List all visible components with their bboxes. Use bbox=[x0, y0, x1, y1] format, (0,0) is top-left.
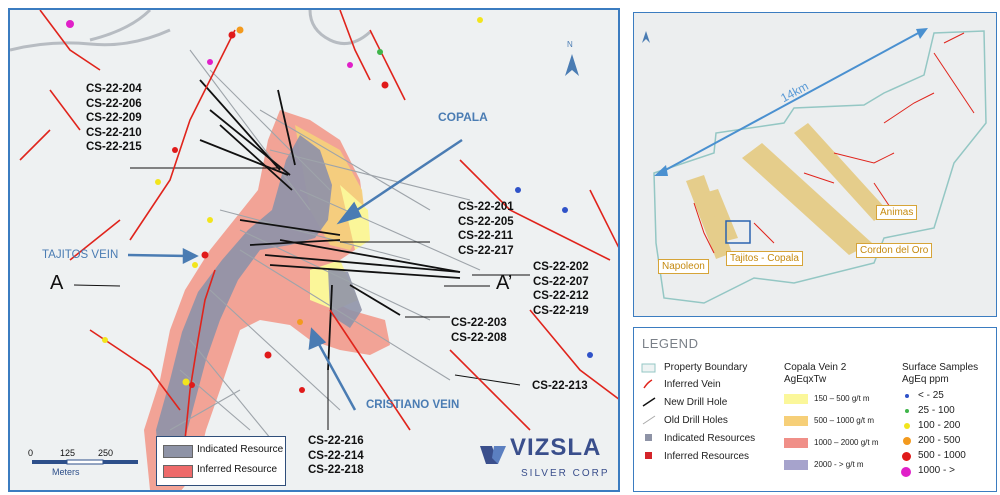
legend-symbols bbox=[641, 363, 656, 459]
drill-label: CS-22-216 bbox=[308, 435, 364, 447]
drill-label: CS-22-205 bbox=[458, 215, 514, 228]
legend-inferred-vein: Inferred Vein bbox=[664, 379, 721, 390]
tajitos-vein-label: TAJITOS VEIN bbox=[42, 249, 119, 261]
vein-header: Copala Vein 2 AgEqxTw bbox=[784, 362, 846, 386]
legend-old-drill-holes: Old Drill Holes bbox=[664, 415, 728, 426]
inferred-veins bbox=[19, 10, 618, 441]
vein-swatch-2 bbox=[784, 416, 808, 426]
inset-north-icon bbox=[642, 31, 650, 43]
inferred-swatch bbox=[163, 465, 193, 478]
drill-label: CS-22-211 bbox=[458, 230, 513, 242]
north-arrow-icon bbox=[565, 54, 579, 76]
drill-group-6: CS-22-216 CS-22-214 CS-22-218 bbox=[308, 434, 364, 478]
main-map: CS-22-204 CS-22-206 CS-22-209 CS-22-210 … bbox=[8, 8, 620, 492]
vein-header-line: Copala Vein 2 bbox=[784, 362, 847, 373]
drill-label: CS-22-212 bbox=[533, 290, 589, 302]
section-a-prime-label: A’ bbox=[496, 272, 513, 294]
legend-property-boundary: Property Boundary bbox=[664, 362, 748, 373]
zone-tajitos-copala: Tajitos - Copala bbox=[726, 251, 803, 266]
inset-map: 14km Napoleon Tajitos - Copala Animas Co… bbox=[633, 12, 997, 317]
sample-dot-1 bbox=[905, 394, 909, 398]
scale-tick-250: 250 bbox=[98, 448, 114, 458]
main-map-graphics bbox=[10, 10, 618, 490]
drill-group-3: CS-22-202 CS-22-207 CS-22-212 CS-22-219 bbox=[533, 260, 589, 318]
drill-label: CS-22-213 bbox=[532, 380, 588, 392]
sample-class-6: 1000 - > bbox=[918, 465, 955, 476]
drill-label: CS-22-204 bbox=[86, 83, 142, 95]
drill-label: CS-22-202 bbox=[533, 261, 589, 273]
new-drill-holes bbox=[199, 79, 461, 371]
focus-box bbox=[725, 220, 751, 244]
drill-label: CS-22-206 bbox=[86, 97, 142, 110]
section-a-label: A bbox=[50, 272, 64, 294]
indicated-label: Indicated Resource bbox=[197, 444, 284, 455]
vein-swatch-4 bbox=[784, 460, 808, 470]
copala-label: COPALA bbox=[438, 110, 488, 124]
sample-class-1: < - 25 bbox=[918, 390, 944, 401]
vein-class-4: 2000 - > g/t m bbox=[814, 460, 864, 469]
surface-samples bbox=[66, 17, 593, 393]
sample-dot-4 bbox=[903, 437, 911, 445]
legend-inferred-resources: Inferred Resources bbox=[664, 451, 750, 462]
vein-class-2: 500 – 1000 g/t m bbox=[814, 416, 875, 425]
zone-napoleon: Napoleon bbox=[658, 259, 709, 274]
drill-group-1: CS-22-204 CS-22-206 CS-22-209 CS-22-210 … bbox=[86, 82, 142, 155]
logo-name: VIZSLA bbox=[510, 434, 602, 461]
indicated-swatch bbox=[163, 445, 193, 458]
vein-swatch-3 bbox=[784, 438, 808, 448]
legend-title: LEGEND bbox=[642, 336, 699, 351]
zone-cordon-del-oro: Cordon del Oro bbox=[856, 243, 933, 258]
drill-label: CS-22-218 bbox=[308, 464, 364, 476]
inferred-label: Inferred Resource bbox=[197, 464, 278, 475]
legend-panel: LEGEND Property Boundary Inferred Vein N… bbox=[633, 327, 997, 492]
zone-animas: Animas bbox=[876, 205, 918, 220]
legend-new-drill-hole: New Drill Hole bbox=[664, 397, 728, 408]
drill-label: CS-22-201 bbox=[458, 201, 514, 213]
vein-class-1: 150 – 500 g/t m bbox=[814, 394, 870, 403]
vein-swatch-1 bbox=[784, 394, 808, 404]
vein-header-line: AgEqxTw bbox=[784, 374, 827, 385]
drill-group-5: CS-22-213 bbox=[532, 379, 588, 394]
legend-indicated-resources: Indicated Resources bbox=[664, 433, 756, 444]
property-boundary bbox=[653, 30, 987, 304]
drill-label: CS-22-208 bbox=[451, 331, 507, 344]
drill-label: CS-22-219 bbox=[533, 304, 589, 317]
scale-tick-125: 125 bbox=[60, 448, 76, 458]
sample-class-5: 500 - 1000 bbox=[918, 450, 966, 461]
drill-label: CS-22-215 bbox=[86, 141, 142, 153]
vein-class-3: 1000 – 2000 g/t m bbox=[814, 438, 879, 447]
drill-label: CS-22-214 bbox=[308, 449, 364, 462]
sample-dot-6 bbox=[901, 467, 911, 477]
drill-label: CS-22-210 bbox=[86, 126, 142, 139]
scale-bar bbox=[32, 459, 138, 465]
scale-unit: Meters bbox=[52, 467, 80, 477]
pointer-arrows bbox=[127, 138, 463, 411]
sample-class-4: 200 - 500 bbox=[918, 435, 961, 446]
leader-lines bbox=[73, 167, 530, 430]
sample-class-2: 25 - 100 bbox=[918, 405, 955, 416]
vizsla-logo-icon bbox=[480, 446, 506, 464]
sample-dot-3 bbox=[904, 423, 910, 429]
drill-label: CS-22-217 bbox=[458, 244, 514, 257]
drill-label: CS-22-209 bbox=[86, 112, 142, 124]
drill-label: CS-22-203 bbox=[451, 317, 507, 329]
old-drill-holes bbox=[169, 49, 481, 451]
sample-dot-2 bbox=[905, 409, 909, 413]
sample-header-line: Surface Samples bbox=[902, 362, 979, 373]
drill-group-4: CS-22-203 CS-22-208 bbox=[451, 316, 507, 345]
zones bbox=[686, 123, 888, 259]
cristiano-vein-label: CRISTIANO VEIN bbox=[366, 399, 460, 411]
sample-header: Surface Samples AgEq ppm bbox=[902, 362, 978, 386]
drill-group-2: CS-22-201 CS-22-205 CS-22-211 CS-22-217 bbox=[458, 200, 514, 258]
logo-sub: SILVER CORP bbox=[521, 468, 610, 479]
sample-dot-5 bbox=[902, 452, 911, 461]
drill-label: CS-22-207 bbox=[533, 275, 589, 288]
scale-tick-0: 0 bbox=[28, 448, 34, 458]
resource-legend: Indicated Resource Inferred Resource bbox=[156, 436, 286, 486]
north-label: N bbox=[567, 40, 573, 49]
sample-class-3: 100 - 200 bbox=[918, 420, 961, 431]
sample-header-line: AgEq ppm bbox=[902, 374, 949, 385]
